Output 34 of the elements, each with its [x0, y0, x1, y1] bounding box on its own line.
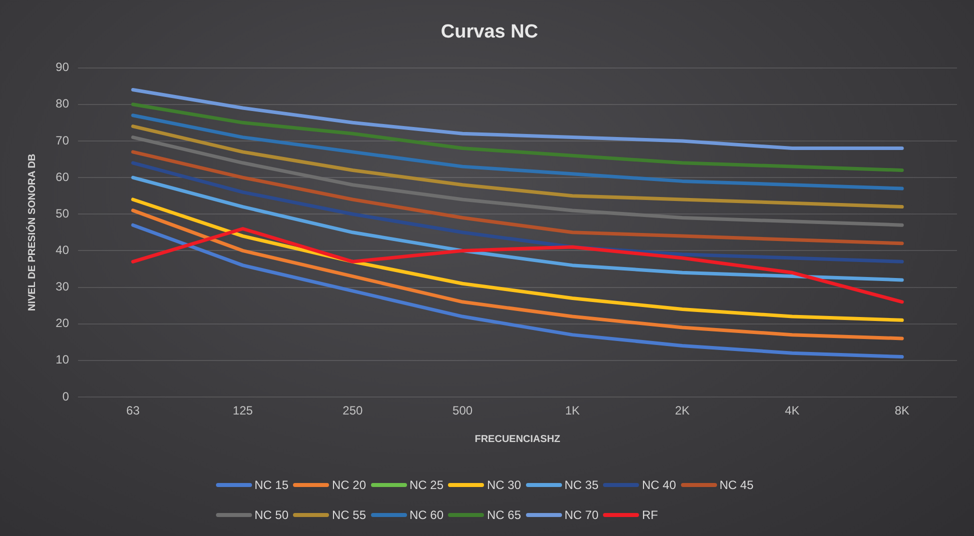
legend-label: NC 50: [254, 508, 289, 522]
y-tick-label: 20: [56, 316, 70, 330]
x-tick-label: 500: [452, 404, 473, 418]
x-tick-label: 63: [126, 404, 140, 418]
legend-label: RF: [642, 508, 658, 522]
y-tick-label: 90: [56, 60, 70, 74]
legend-label: NC 25: [410, 478, 444, 492]
y-tick-label: 0: [62, 389, 70, 404]
legend-label: NC 55: [332, 508, 366, 522]
legend-label: NC 60: [410, 508, 444, 522]
x-tick-label: 250: [342, 404, 364, 418]
x-tick-label: 8K: [894, 404, 910, 418]
legend-label: NC 40: [642, 478, 676, 492]
x-tick-label: 2K: [674, 404, 690, 418]
y-axis-title: NIVEL DE PRESIÓN SONORA DB: [26, 154, 38, 312]
x-tick-label: 1K: [565, 404, 580, 418]
y-tick-label: 50: [56, 206, 70, 220]
legend-label: NC 35: [564, 478, 599, 492]
chart-title: Curvas NC: [440, 22, 538, 43]
legend-label: NC 70: [564, 508, 599, 522]
y-tick-label: 60: [56, 170, 70, 184]
y-tick-label: 10: [56, 352, 70, 367]
y-tick-label: 80: [56, 96, 70, 111]
y-tick-label: 70: [56, 133, 70, 148]
legend-label: NC 45: [720, 478, 754, 492]
x-axis-title: FRECUENCIASHZ: [474, 434, 560, 445]
y-tick-label: 40: [56, 243, 70, 257]
legend-label: NC 65: [487, 508, 522, 522]
legend-label: NC 15: [254, 478, 289, 492]
x-tick-label: 125: [232, 404, 254, 418]
legend-label: NC 20: [332, 478, 366, 492]
x-tick-label: 4K: [784, 404, 800, 418]
legend-label: NC 30: [487, 478, 522, 492]
y-tick-label: 30: [56, 280, 70, 294]
